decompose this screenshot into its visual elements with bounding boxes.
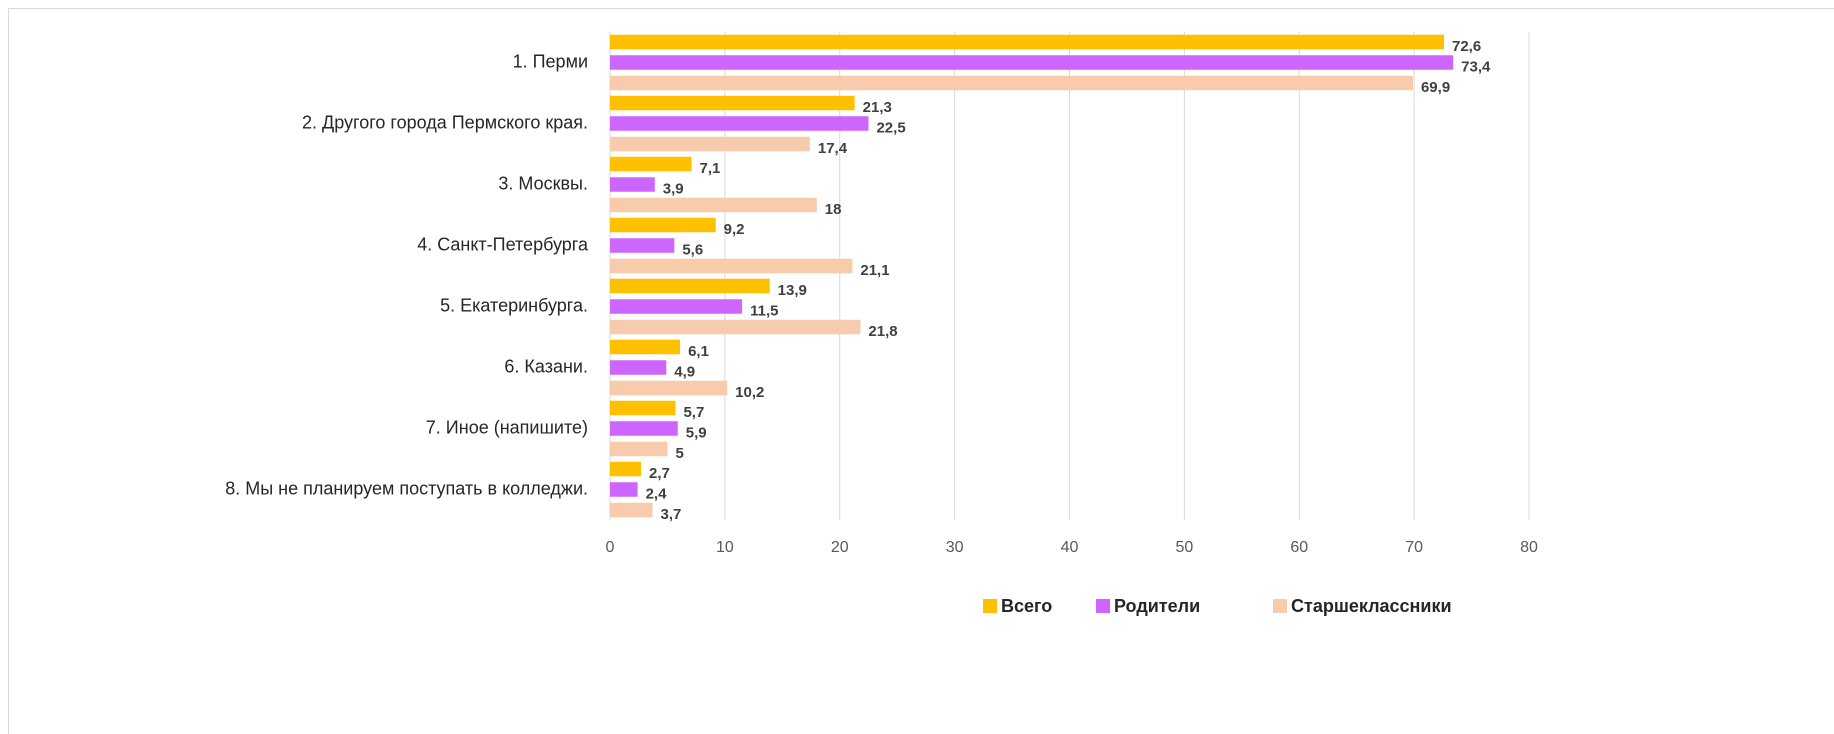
category-label: 4. Санкт-Петербурга: [417, 234, 589, 254]
bar: [610, 461, 642, 477]
bar: [610, 75, 1413, 91]
value-label: 72,6: [1452, 38, 1481, 55]
legend-label: Всего: [1001, 596, 1052, 616]
bar: [610, 177, 655, 192]
x-tick-label: 20: [831, 539, 849, 556]
value-label: 5,6: [682, 241, 703, 258]
value-label: 6,1: [688, 343, 709, 360]
x-tick-label: 80: [1520, 539, 1538, 556]
x-tick-label: 10: [716, 539, 734, 556]
bar: [610, 278, 770, 294]
value-label: 18: [825, 201, 842, 218]
value-label: 5: [675, 445, 683, 462]
value-label: 9,2: [724, 221, 745, 238]
value-label: 22,5: [876, 119, 905, 136]
bar: [610, 441, 668, 457]
value-label: 7,1: [700, 160, 721, 177]
bar: [610, 238, 675, 253]
bar: [610, 156, 692, 172]
legend-label: Старшеклассники: [1291, 596, 1452, 616]
legend-swatch: [1273, 599, 1287, 613]
category-label: 1. Перми: [513, 51, 588, 71]
bar: [610, 116, 869, 131]
bar: [610, 482, 638, 497]
bar: [610, 136, 810, 152]
bar: [610, 197, 817, 213]
value-label: 13,9: [778, 282, 807, 299]
bar: [610, 34, 1444, 50]
value-label: 2,4: [646, 485, 668, 502]
value-label: 21,8: [868, 323, 897, 340]
value-label: 3,7: [661, 506, 682, 523]
bar: [610, 502, 653, 518]
x-tick-label: 70: [1405, 539, 1423, 556]
value-label: 3,9: [663, 180, 684, 197]
x-tick-label: 40: [1061, 539, 1079, 556]
value-label: 5,9: [686, 424, 707, 441]
bar: [610, 421, 678, 436]
bar: [610, 258, 853, 274]
bar: [610, 299, 743, 314]
bar: [610, 400, 676, 416]
bar: [610, 380, 728, 396]
category-label: 7. Иное (напишите): [426, 417, 588, 437]
category-label: 5. Екатеринбурга.: [440, 295, 588, 315]
value-label: 2,7: [649, 465, 670, 482]
x-tick-label: 50: [1175, 539, 1193, 556]
bar: [610, 339, 681, 355]
bar: [610, 360, 667, 375]
value-label: 69,9: [1421, 79, 1450, 96]
x-tick-label: 30: [946, 539, 964, 556]
bar: [610, 217, 716, 233]
x-tick-label: 60: [1290, 539, 1308, 556]
value-label: 5,7: [683, 404, 704, 421]
bar: [610, 95, 855, 111]
legend-label: Родители: [1114, 596, 1200, 616]
legend-swatch: [983, 599, 997, 613]
value-label: 21,3: [863, 99, 892, 116]
bar: [610, 55, 1454, 70]
value-label: 17,4: [818, 140, 848, 157]
category-label: 8. Мы не планируем поступать в колледжи.: [225, 478, 588, 498]
category-label: 6. Казани.: [504, 356, 588, 376]
value-label: 10,2: [735, 384, 764, 401]
value-label: 73,4: [1461, 58, 1491, 75]
category-label: 3. Москвы.: [498, 173, 588, 193]
value-label: 4,9: [674, 363, 695, 380]
legend-swatch: [1096, 599, 1110, 613]
category-label: 2. Другого города Пермского края.: [302, 112, 588, 132]
x-tick-label: 0: [606, 539, 615, 556]
value-label: 21,1: [860, 262, 889, 279]
bar: [610, 319, 861, 335]
value-label: 11,5: [750, 302, 778, 319]
